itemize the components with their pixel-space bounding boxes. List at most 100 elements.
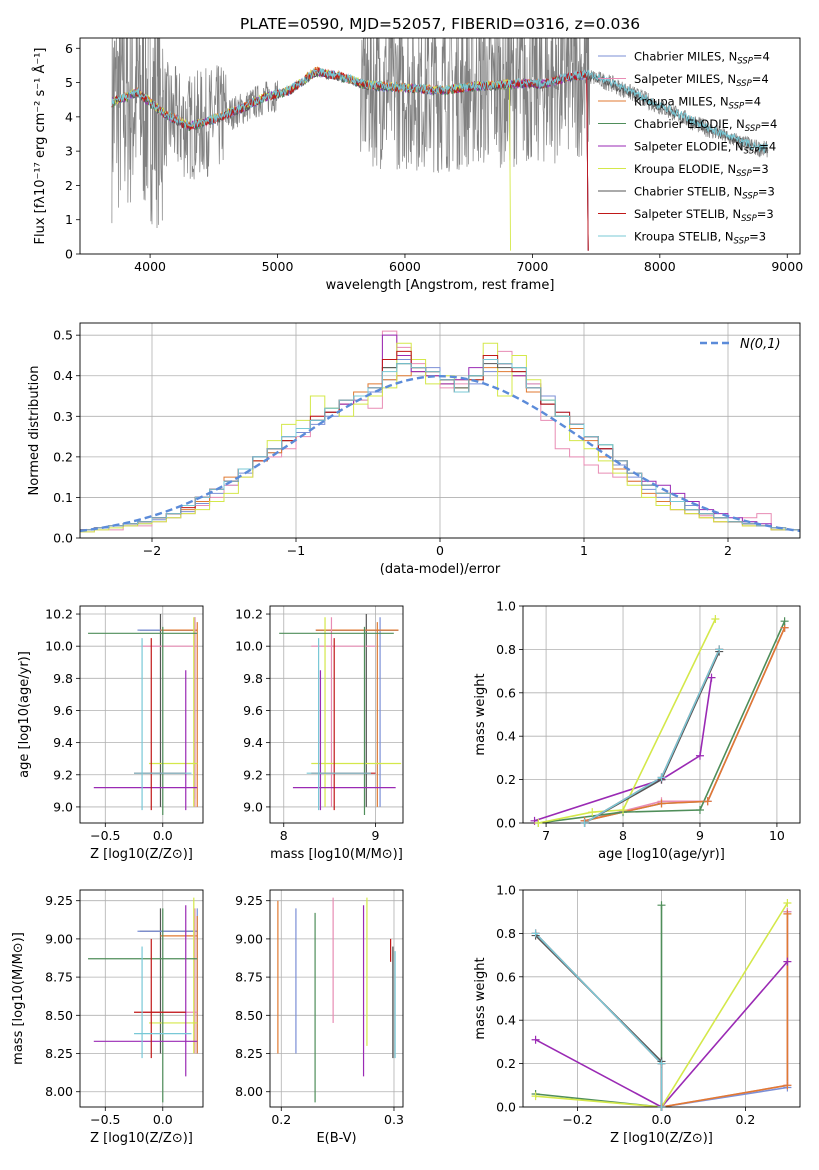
- y-tick-label: 9.25: [235, 893, 263, 908]
- legend-sub: SSP: [729, 102, 745, 112]
- y-tick-label: 9.00: [45, 931, 73, 946]
- axes-frame: 7 8 9 10 0.0 0.2 0.4 0.6 0.8 1.0 age [log10(age/yr…: [473, 599, 801, 862]
- y-tick-label: 0.0: [53, 531, 73, 546]
- legend-name: Salpeter STELIB, N: [634, 207, 741, 221]
- legend-name: Chabrier ELODIE, N: [634, 117, 745, 131]
- x-tick-label: −2: [143, 543, 161, 558]
- legend-name: Kroupa STELIB, N: [634, 230, 734, 244]
- legend-count: =3: [752, 162, 769, 176]
- y-tick-label: 9.4: [243, 735, 263, 750]
- x-axis-label: age [log10(age/yr)]: [598, 847, 725, 862]
- x-tick-label: 0.0: [652, 1112, 672, 1127]
- x-axis-label: wavelength [Angstrom, rest frame]: [326, 278, 555, 293]
- weight-point-4: [695, 751, 704, 760]
- weight-line-5: [535, 902, 789, 1107]
- axes-frame: 0.2 0.3 8.00 8.25 8.50 8.75 9.00 9.25 E(B-V): [235, 889, 404, 1146]
- axes-frame: −0.5 0.0 9.0 9.2 9.4 9.6 9.8 10.0 10.2 Z [log10(Z…: [17, 605, 204, 862]
- y-tick-label: 0.1: [53, 490, 73, 505]
- y-tick-label: 0.2: [496, 1056, 516, 1071]
- plot-frame: [269, 889, 404, 1108]
- weight-point-4: [707, 673, 716, 682]
- y-tick-label: 10.2: [45, 607, 73, 622]
- y-tick-label: 1: [65, 212, 73, 227]
- y-axis-label: Normed distribution: [27, 366, 42, 496]
- x-tick-label: 7000: [516, 259, 548, 274]
- y-tick-label: 0.6: [496, 685, 516, 700]
- y-axis-label: mass weight: [473, 673, 488, 755]
- y-tick-label: 0.4: [496, 1013, 516, 1028]
- y-tick-label: 9.2: [53, 767, 73, 782]
- plot-area: [279, 614, 402, 815]
- x-axis-label: mass [log10(M/M⊙)]: [270, 847, 403, 862]
- legend-label-0: Chabrier MILES, NSSP=4: [634, 50, 770, 67]
- legend-sub: SSP: [745, 124, 761, 134]
- weight-line-3: [535, 905, 663, 1107]
- y-tick-label: 0.0: [496, 1100, 516, 1115]
- y-tick-label: 9.0: [243, 799, 263, 814]
- weight-point-5: [619, 805, 628, 814]
- weight-vs-age-panel: 7 8 9 10 0.0 0.2 0.4 0.6 0.8 1.0 age [log10(age/yr…: [473, 599, 801, 862]
- mass-vs-extinction-panel: 0.2 0.3 8.00 8.25 8.50 8.75 9.00 9.25 E(B-V): [235, 889, 404, 1146]
- plot-area: [88, 897, 198, 1103]
- weight-point-3: [657, 901, 666, 910]
- y-tick-label: 0.8: [496, 642, 516, 657]
- x-axis-label: (data-model)/error: [380, 562, 501, 577]
- y-tick-label: 0.5: [53, 328, 73, 343]
- x-tick-label: −1: [287, 543, 305, 558]
- spectrum-title: PLATE=0590, MJD=52057, FIBERID=0316, z=0…: [240, 15, 640, 33]
- model-spectrum-8: [111, 67, 769, 154]
- legend-count: =3: [749, 230, 766, 244]
- y-tick-label: 10.0: [235, 639, 263, 654]
- x-tick-label: 8000: [644, 259, 676, 274]
- plot-frame: [522, 605, 801, 824]
- spectrum-panel: 4000 5000 6000 7000 8000 9000 0 1 2 3 4 5 6 wavelengt…: [32, 37, 803, 293]
- x-tick-label: 4000: [134, 259, 166, 274]
- weight-point-8: [657, 1103, 666, 1111]
- legend-count: =3: [758, 185, 775, 199]
- x-tick-label: 0.2: [271, 1112, 291, 1127]
- y-tick-label: 0: [65, 247, 73, 262]
- weight-point-4: [531, 1035, 540, 1044]
- x-tick-label: 10: [769, 828, 785, 843]
- weight-line-4: [534, 677, 713, 822]
- y-tick-label: 8.50: [235, 1008, 263, 1023]
- y-tick-label: 8.25: [235, 1046, 263, 1061]
- y-tick-label: 9.6: [243, 703, 263, 718]
- y-tick-label: 8.00: [235, 1084, 263, 1099]
- y-tick-label: 8.75: [235, 970, 263, 985]
- x-tick-label: 9: [372, 828, 380, 843]
- legend-count: =4: [744, 95, 761, 109]
- x-tick-label: −0.2: [562, 1112, 592, 1127]
- y-tick-label: 10.0: [45, 639, 73, 654]
- y-tick-label: 8.75: [45, 970, 73, 985]
- y-tick-label: 9.0: [53, 799, 73, 814]
- x-tick-label: 0.0: [153, 828, 173, 843]
- plot-frame: [79, 889, 204, 1108]
- weight-point-2: [657, 799, 666, 808]
- legend-label-7: Salpeter STELIB, NSSP=3: [634, 207, 774, 224]
- x-tick-label: 9: [696, 828, 704, 843]
- x-tick-label: −0.5: [90, 1112, 120, 1127]
- weight-point-8: [531, 929, 540, 938]
- legend-label-1: Salpeter MILES, NSSP=4: [634, 72, 769, 89]
- y-tick-label: 8.50: [45, 1008, 73, 1023]
- age-vs-mass-panel: 8 9 9.0 9.2 9.4 9.6 9.8 10.0 10.2 mass [log10(M/M…: [235, 605, 404, 862]
- x-axis-label: E(B-V): [316, 1131, 356, 1146]
- weight-point-8: [657, 773, 666, 782]
- weight-point-3: [695, 805, 704, 814]
- y-tick-label: 0.6: [496, 969, 516, 984]
- y-tick-label: 8.00: [45, 1084, 73, 1099]
- weight-line-4: [535, 961, 789, 1107]
- x-tick-label: 0.0: [153, 1112, 173, 1127]
- legend-sub: SSP: [736, 79, 752, 89]
- legend-sub: SSP: [741, 214, 757, 224]
- axes-frame: −0.2 0.0 0.2 0.0 0.2 0.4 0.6 0.8 1.0 Z [log10(Z/Z…: [473, 883, 801, 1146]
- y-tick-label: 9.6: [53, 703, 73, 718]
- observed-spectrum: [111, 38, 769, 229]
- legend-sub: SSP: [744, 147, 760, 157]
- x-tick-label: −0.5: [90, 828, 120, 843]
- axes-frame: 4000 5000 6000 7000 8000 9000 0 1 2 3 4 5 6 wavelengt…: [32, 37, 803, 293]
- x-tick-label: 6000: [389, 259, 421, 274]
- y-tick-label: 0.8: [496, 926, 516, 941]
- legend-sub: SSP: [736, 169, 752, 179]
